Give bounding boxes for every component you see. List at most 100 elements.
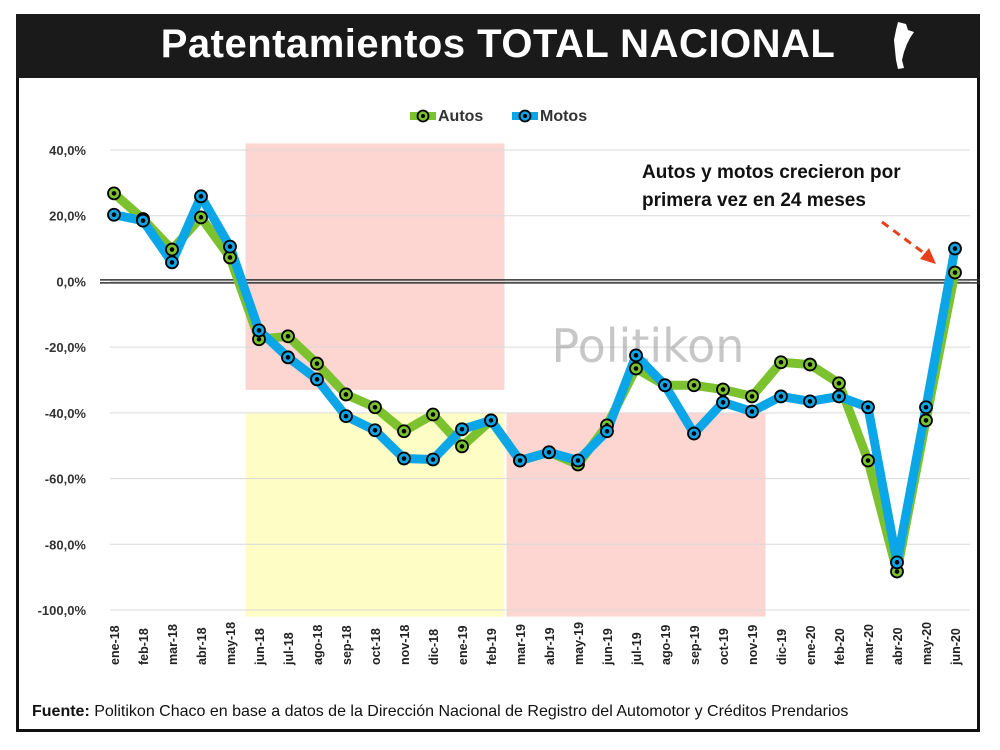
data-point-center bbox=[865, 458, 871, 463]
data-point-autos bbox=[397, 424, 411, 439]
data-point-motos bbox=[542, 445, 556, 460]
x-tick-label: feb-20 bbox=[833, 628, 847, 665]
data-point-center bbox=[227, 255, 233, 260]
data-point-motos bbox=[861, 400, 875, 415]
x-tick-label: abr-19 bbox=[543, 627, 557, 665]
data-point-center bbox=[720, 387, 726, 392]
data-point-center bbox=[372, 427, 378, 433]
data-point-center bbox=[807, 362, 813, 367]
annotation-arrow bbox=[881, 220, 929, 258]
x-tick-label: oct-19 bbox=[717, 628, 731, 665]
data-point-motos bbox=[194, 189, 208, 204]
x-tick-label: abr-18 bbox=[195, 627, 209, 665]
y-tick-label: 0,0% bbox=[56, 274, 86, 289]
x-tick-label: ene-20 bbox=[804, 625, 818, 665]
x-tick-label: feb-18 bbox=[137, 628, 151, 665]
data-point-motos bbox=[774, 389, 788, 404]
x-tick-label: nov-18 bbox=[398, 625, 412, 665]
x-tick-label: jul-19 bbox=[630, 632, 644, 666]
data-point-center bbox=[778, 394, 784, 399]
x-tick-label: jun-20 bbox=[949, 628, 963, 666]
data-point-center bbox=[807, 399, 813, 404]
data-point-autos bbox=[919, 413, 933, 428]
data-point-center bbox=[111, 212, 117, 218]
data-point-autos bbox=[281, 329, 295, 344]
data-point-motos bbox=[136, 213, 150, 228]
legend-label-motos: Motos bbox=[540, 108, 587, 125]
data-point-autos bbox=[455, 439, 469, 454]
data-point-center bbox=[198, 215, 204, 220]
legend-label-autos: Autos bbox=[438, 108, 483, 125]
y-tick-label: -40,0% bbox=[45, 406, 87, 421]
data-point-center bbox=[691, 382, 697, 388]
data-point-autos bbox=[745, 389, 759, 404]
x-tick-label: dic-19 bbox=[775, 629, 789, 665]
data-point-center bbox=[198, 194, 204, 199]
y-tick-label: 40,0% bbox=[49, 143, 86, 158]
data-point-motos bbox=[513, 453, 527, 468]
annotation-arrowhead bbox=[920, 248, 936, 264]
data-point-autos bbox=[194, 210, 208, 225]
data-point-center bbox=[459, 426, 465, 432]
data-point-center bbox=[169, 247, 175, 252]
data-point-motos bbox=[223, 239, 237, 254]
x-tick-label: jun-18 bbox=[253, 628, 267, 666]
annotation-text: Autos y motos crecieron por bbox=[642, 162, 901, 183]
data-point-center bbox=[778, 359, 784, 365]
y-tick-label: -80,0% bbox=[45, 537, 87, 552]
data-point-center bbox=[662, 382, 668, 388]
x-tick-label: dic-18 bbox=[427, 629, 441, 665]
data-point-center bbox=[633, 353, 639, 358]
data-point-motos bbox=[745, 404, 759, 419]
x-tick-label: nov-19 bbox=[746, 625, 760, 665]
data-point-motos bbox=[455, 422, 469, 437]
data-point-center bbox=[923, 404, 929, 410]
page-title: Patentamientos TOTAL NACIONAL bbox=[160, 22, 836, 66]
data-point-motos bbox=[310, 372, 324, 387]
x-tick-label: mar-18 bbox=[166, 624, 180, 665]
x-tick-label: may-18 bbox=[224, 622, 238, 665]
data-point-autos bbox=[861, 453, 875, 468]
line-chart: 40,0% 20,0% 0,0% -20,0% -40,0% -60,0% -80,0% -1… bbox=[38, 108, 980, 666]
source-footer: Fuente: Politikon Chaco en base a datos … bbox=[32, 703, 848, 721]
x-tick-label: jul-18 bbox=[282, 632, 296, 666]
data-point-center bbox=[865, 404, 871, 410]
data-point-motos bbox=[600, 424, 614, 439]
source-text: Politikon Chaco en base a datos de la Di… bbox=[94, 703, 849, 720]
data-point-center bbox=[140, 218, 146, 223]
x-tick-label: sep-18 bbox=[340, 625, 354, 665]
data-point-motos bbox=[281, 350, 295, 365]
annotation-text: primera vez en 24 meses bbox=[642, 190, 866, 211]
x-tick-label: sep-19 bbox=[688, 625, 702, 665]
data-point-center bbox=[749, 409, 755, 414]
data-point-center bbox=[285, 334, 291, 339]
data-point-motos bbox=[107, 207, 121, 222]
data-point-autos bbox=[687, 378, 701, 393]
data-point-motos bbox=[484, 413, 498, 428]
data-point-center bbox=[836, 380, 842, 386]
x-tick-label: ago-19 bbox=[659, 625, 673, 665]
data-point-center bbox=[749, 394, 755, 399]
x-tick-label: oct-18 bbox=[369, 628, 383, 665]
data-point-center bbox=[314, 361, 320, 366]
data-point-center bbox=[401, 428, 407, 434]
data-point-motos bbox=[397, 451, 411, 466]
data-point-center bbox=[836, 394, 842, 399]
data-point-center bbox=[256, 328, 262, 333]
data-point-autos bbox=[339, 387, 353, 402]
data-point-center bbox=[430, 412, 436, 417]
data-point-center bbox=[720, 400, 726, 405]
data-point-center bbox=[517, 458, 523, 463]
data-point-center bbox=[227, 244, 233, 249]
title-bar: Patentamientos TOTAL NACIONAL bbox=[16, 14, 980, 78]
x-tick-label: mar-20 bbox=[862, 624, 876, 665]
data-point-center bbox=[488, 418, 494, 423]
x-tick-label: ene-18 bbox=[108, 625, 122, 665]
data-point-autos bbox=[368, 400, 382, 415]
y-tick-label: -100,0% bbox=[38, 603, 87, 618]
data-point-motos bbox=[571, 453, 585, 468]
data-point-center bbox=[343, 392, 349, 397]
data-point-center bbox=[285, 355, 291, 360]
data-point-motos bbox=[252, 323, 266, 338]
x-tick-label: ago-18 bbox=[311, 625, 325, 665]
